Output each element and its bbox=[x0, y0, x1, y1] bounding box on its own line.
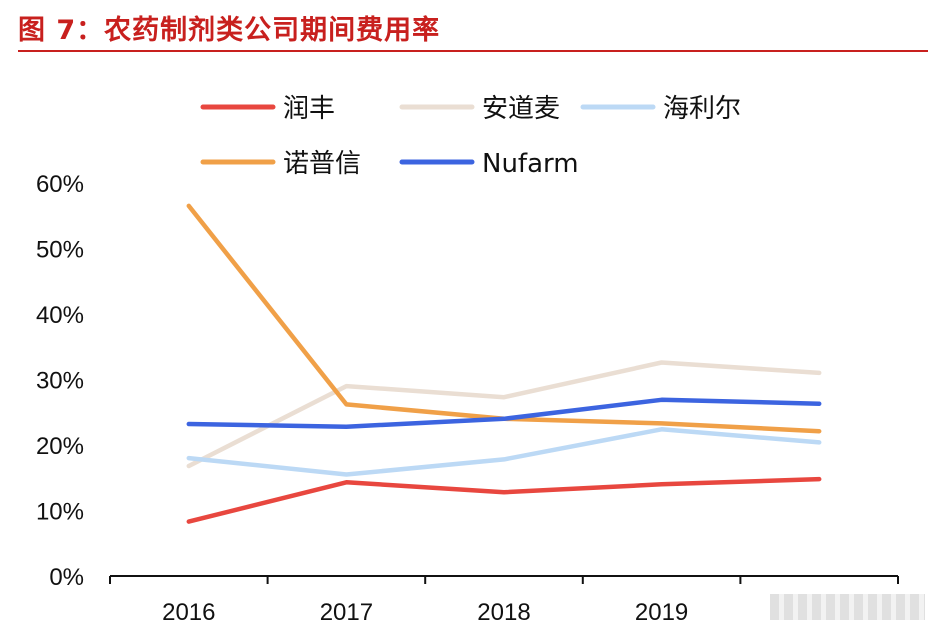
tick-labels: 2016 2017 2018 2019 0% 10% 20% 30% 40% 50% 60% bbox=[36, 171, 688, 626]
legend-label-3: 海利尔 bbox=[663, 94, 741, 124]
x-tick-label: 2018 bbox=[477, 599, 530, 626]
series-line-2 bbox=[186, 360, 822, 469]
y-tick-label: 10% bbox=[36, 499, 84, 526]
x-tick-label: 2019 bbox=[635, 599, 688, 626]
x-tick-label: 2017 bbox=[320, 599, 373, 626]
y-tick-label: 60% bbox=[36, 171, 84, 198]
legend-label-4: 诺普信 bbox=[283, 149, 361, 179]
figure-title: 图 7：农药制剂类公司期间费用率 bbox=[18, 15, 441, 46]
legend-label-5: Nufarm bbox=[482, 149, 579, 179]
series-lines bbox=[186, 203, 822, 524]
x-tick-label: 2016 bbox=[162, 599, 215, 626]
legend-label-1: 润丰 bbox=[283, 94, 335, 124]
title-divider bbox=[18, 50, 928, 52]
legend-label-2: 安道麦 bbox=[482, 94, 560, 124]
watermark-blur bbox=[770, 594, 925, 620]
y-tick-label: 0% bbox=[49, 564, 84, 591]
y-tick-label: 50% bbox=[36, 237, 84, 264]
series-line-1 bbox=[186, 476, 822, 524]
y-tick-label: 40% bbox=[36, 302, 84, 329]
series-line-3 bbox=[186, 427, 822, 477]
y-tick-label: 20% bbox=[36, 433, 84, 460]
axes bbox=[109, 575, 899, 584]
y-tick-label: 30% bbox=[36, 368, 84, 395]
series-line-5 bbox=[186, 397, 822, 429]
